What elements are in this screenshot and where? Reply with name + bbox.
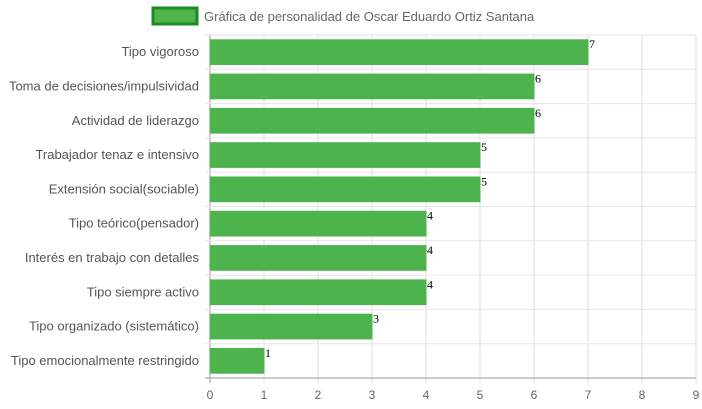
data-label: 4: [427, 243, 433, 257]
bar[interactable]: [209, 245, 427, 271]
category-label: Extensión social(sociable): [49, 181, 199, 196]
data-label: 1: [265, 346, 271, 360]
x-tick-label: 9: [693, 388, 700, 402]
category-label: Tipo organizado (sistemático): [29, 319, 199, 334]
category-label: Interés en trabajo con detalles: [25, 250, 200, 265]
x-tick-label: 0: [207, 388, 214, 402]
category-label: Tipo emocionalmente restringido: [11, 353, 199, 368]
data-label: 5: [481, 140, 487, 154]
category-axis: Tipo vigoroso Toma de decisiones/impulsiv…: [9, 44, 200, 368]
bar[interactable]: [209, 142, 481, 168]
data-label: 3: [373, 312, 379, 326]
legend-label: Gráfica de personalidad de Oscar Eduardo…: [204, 9, 535, 24]
x-tick-label: 7: [585, 388, 592, 402]
bar[interactable]: [209, 107, 535, 134]
bar[interactable]: [209, 348, 265, 374]
bar[interactable]: [209, 279, 427, 306]
category-label: Tipo siempre activo: [87, 284, 199, 299]
data-label: 6: [535, 71, 541, 85]
data-label: 4: [427, 277, 433, 291]
data-labels: 7 6 6 5 5 4 4 4 3 1: [265, 37, 595, 360]
bar[interactable]: [209, 39, 589, 65]
legend-swatch: [151, 6, 199, 26]
value-axis: 0 1 2 3 4 5 6 7 8 9: [207, 388, 700, 402]
x-tick-label: 1: [261, 388, 268, 402]
data-label: 7: [589, 37, 595, 51]
category-label: Tipo vigoroso: [121, 44, 199, 59]
data-label: 6: [535, 106, 541, 120]
category-label: Tipo teórico(pensador): [69, 216, 199, 231]
x-tick-label: 6: [531, 388, 538, 402]
x-tick-label: 8: [639, 388, 646, 402]
data-label: 4: [427, 209, 433, 223]
data-label: 5: [481, 174, 487, 188]
category-label: Actividad de liderazgo: [72, 113, 199, 128]
bar-series: [209, 39, 589, 374]
bar[interactable]: [209, 73, 535, 100]
x-tick-label: 2: [315, 388, 322, 402]
bar[interactable]: [209, 313, 373, 340]
chart-legend[interactable]: Gráfica de personalidad de Oscar Eduardo…: [151, 6, 535, 26]
category-label: Toma de decisiones/impulsividad: [9, 78, 199, 93]
category-label: Trabajador tenaz e intensivo: [35, 147, 199, 162]
x-tick-label: 4: [423, 388, 430, 402]
bar[interactable]: [209, 176, 481, 203]
x-tick-label: 3: [369, 388, 376, 402]
x-tick-label: 5: [477, 388, 484, 402]
bar[interactable]: [209, 210, 427, 237]
